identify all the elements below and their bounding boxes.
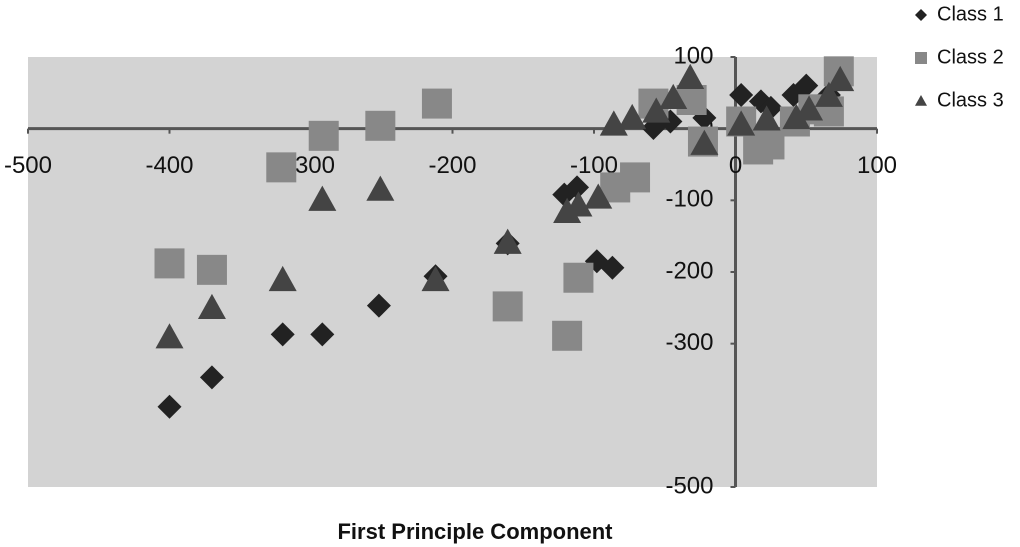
point (197, 293, 226, 320)
point (727, 110, 756, 136)
legend-label: Class 2 (937, 46, 1004, 68)
point (154, 248, 185, 279)
point (754, 129, 785, 160)
point (366, 175, 395, 201)
x-tick-label: -500 (4, 152, 52, 179)
point (599, 110, 628, 136)
point (308, 185, 337, 211)
point (600, 255, 625, 280)
legend-label: Class 1 (937, 3, 1004, 25)
point (659, 83, 688, 110)
x-tick-label: -400 (145, 152, 193, 179)
point (564, 191, 593, 217)
point (157, 394, 182, 419)
point (552, 320, 583, 351)
point (310, 322, 335, 347)
y-tick-label: -100 (665, 186, 713, 213)
point (729, 82, 754, 107)
legend-marker (915, 95, 927, 106)
point (563, 262, 594, 293)
y-tick-label: -500 (665, 472, 713, 499)
x-tick-label: 100 (857, 152, 897, 179)
y-tick-label: -200 (665, 257, 713, 284)
point (814, 81, 843, 107)
point (366, 293, 391, 318)
point (492, 291, 523, 322)
point (618, 103, 647, 130)
point (196, 254, 227, 285)
point (308, 120, 339, 151)
point (752, 105, 781, 131)
x-tick-label: -200 (428, 152, 476, 179)
point (794, 73, 819, 98)
point (795, 95, 824, 121)
y-tick-label: -300 (665, 329, 713, 356)
point (565, 175, 590, 200)
point (155, 323, 184, 349)
point (270, 322, 295, 347)
point (421, 88, 452, 119)
point (199, 365, 224, 390)
point (266, 152, 297, 183)
point (584, 183, 613, 209)
legend-label: Class 3 (937, 89, 1004, 111)
point (826, 65, 855, 92)
point (782, 103, 811, 130)
point (642, 97, 671, 123)
y-tick-label: 100 (673, 42, 713, 69)
x-axis-label: First Principle Component (337, 519, 613, 544)
point (493, 228, 522, 254)
point (268, 265, 297, 292)
point (676, 63, 705, 89)
point (421, 265, 450, 292)
point (365, 110, 396, 141)
point (690, 129, 719, 155)
x-tick-label: 0 (729, 152, 742, 179)
legend-marker (915, 9, 927, 21)
point (620, 162, 651, 193)
legend-marker (915, 52, 927, 64)
point (553, 197, 582, 223)
